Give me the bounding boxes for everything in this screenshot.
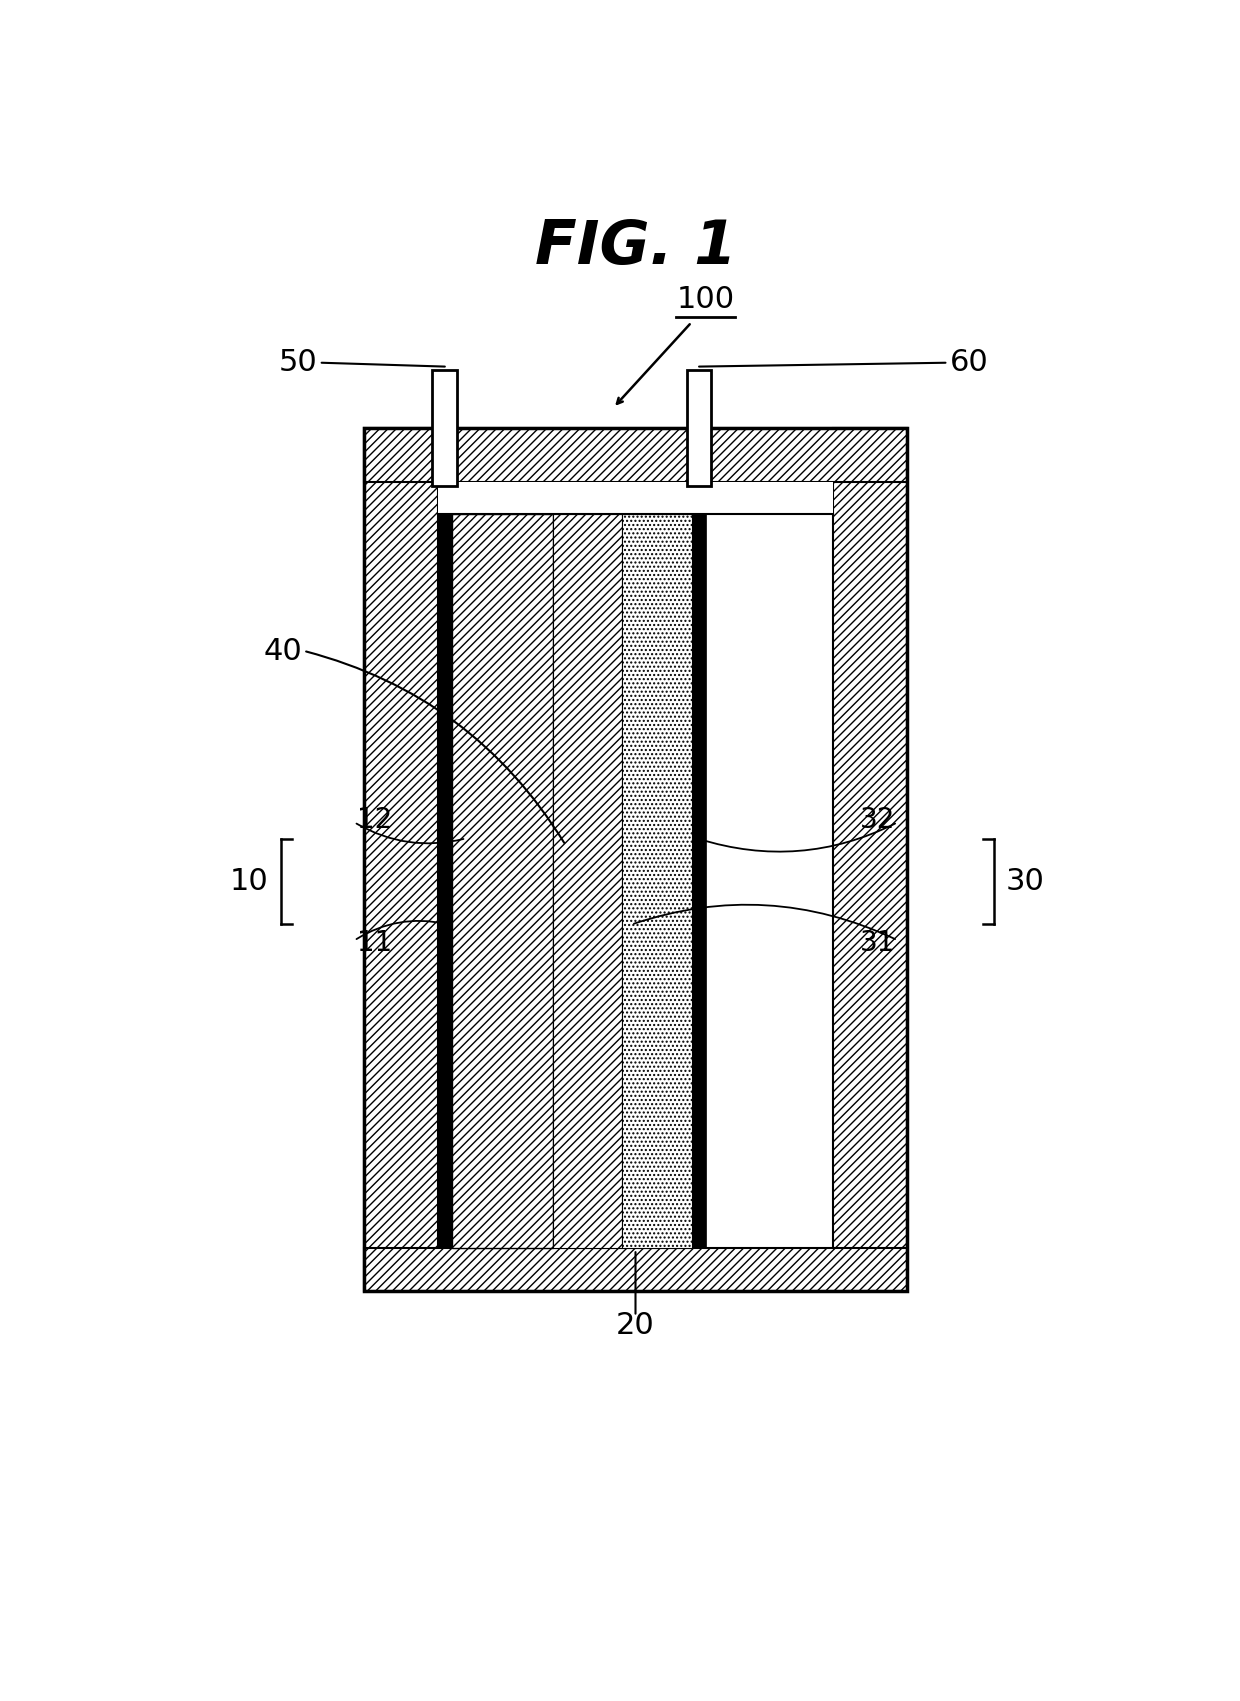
Text: FIG. 1: FIG. 1: [534, 218, 737, 277]
Bar: [365, 429, 438, 1291]
Bar: [433, 371, 458, 486]
Text: 11: 11: [357, 929, 392, 958]
Bar: [692, 514, 706, 1249]
Bar: [438, 481, 833, 514]
Bar: [438, 514, 451, 1249]
Text: 50: 50: [279, 349, 317, 378]
Bar: [365, 429, 906, 481]
Bar: [833, 429, 906, 1291]
Bar: [687, 371, 712, 486]
Text: 12: 12: [357, 806, 392, 833]
Text: 100: 100: [676, 286, 734, 315]
Text: 20: 20: [616, 1311, 655, 1340]
Text: 31: 31: [859, 929, 895, 958]
Bar: [622, 514, 692, 1249]
Text: 10: 10: [231, 868, 269, 896]
Text: 60: 60: [950, 349, 988, 378]
Text: 32: 32: [859, 806, 895, 833]
Bar: [553, 514, 622, 1249]
Text: 30: 30: [1006, 868, 1045, 896]
Bar: [451, 514, 553, 1249]
Bar: [365, 1249, 906, 1291]
Bar: [365, 429, 906, 1291]
Text: 40: 40: [263, 636, 303, 667]
